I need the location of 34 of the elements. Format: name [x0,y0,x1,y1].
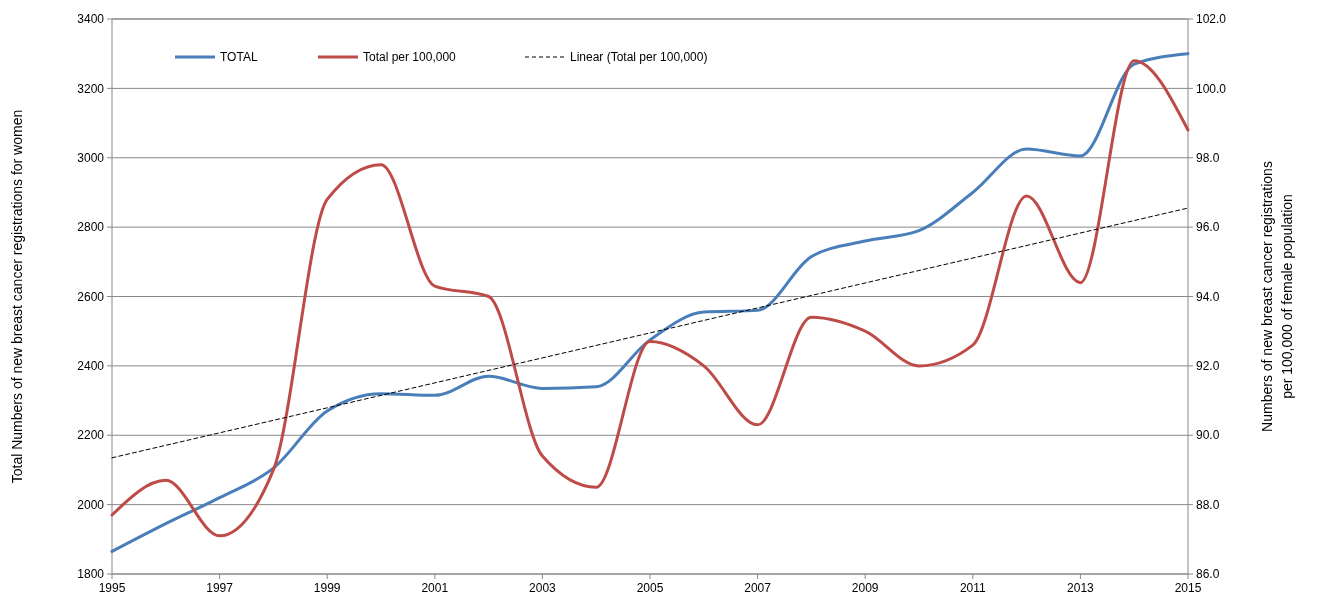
y-axis-title: Total Numbers of new breast cancer registrations for women [9,109,25,484]
y2-tick-label: 92.0 [1196,359,1220,374]
y-tick-label: 3000 [77,150,105,165]
x-tick-label: 2005 [636,581,664,595]
y-tick-label: 2600 [77,289,105,304]
x-tick-label: 1999 [313,581,341,595]
legend-label: Total per 100,000 [363,50,457,65]
x-tick-label: 2007 [744,581,772,595]
y2-tick-label: 94.0 [1196,289,1220,304]
x-tick-label: 2015 [1174,581,1202,595]
y-tick-label: 2800 [77,220,105,235]
y-tick-label: 3400 [77,12,105,27]
y-tick-label: 2400 [77,359,105,374]
x-tick-label: 2001 [421,581,449,595]
x-tick-label: 2013 [1067,581,1095,595]
y2-tick-label: 98.0 [1196,150,1220,165]
x-tick-label: 2003 [529,581,557,595]
y2-tick-label: 88.0 [1196,497,1220,512]
y2-tick-label: 86.0 [1196,567,1220,582]
y-tick-label: 3200 [77,81,105,96]
y2-tick-label: 100.0 [1196,81,1227,96]
y-tick-label: 1800 [77,567,105,582]
y-tick-label: 2000 [77,497,105,512]
x-tick-label: 1997 [206,581,234,595]
x-tick-label: 2009 [851,581,879,595]
x-tick-label: 1995 [98,581,126,595]
x-tick-label: 2011 [959,581,987,595]
legend-label: TOTAL [220,50,258,65]
y2-tick-label: 96.0 [1196,220,1220,235]
legend-label: Linear (Total per 100,000) [570,50,708,65]
y2-tick-label: 90.0 [1196,428,1220,443]
y-tick-label: 2200 [77,428,105,443]
y2-tick-label: 102.0 [1196,12,1227,27]
y2-axis-title: Numbers of new breast cancer registrations per 100,000 of female population [1259,161,1295,432]
